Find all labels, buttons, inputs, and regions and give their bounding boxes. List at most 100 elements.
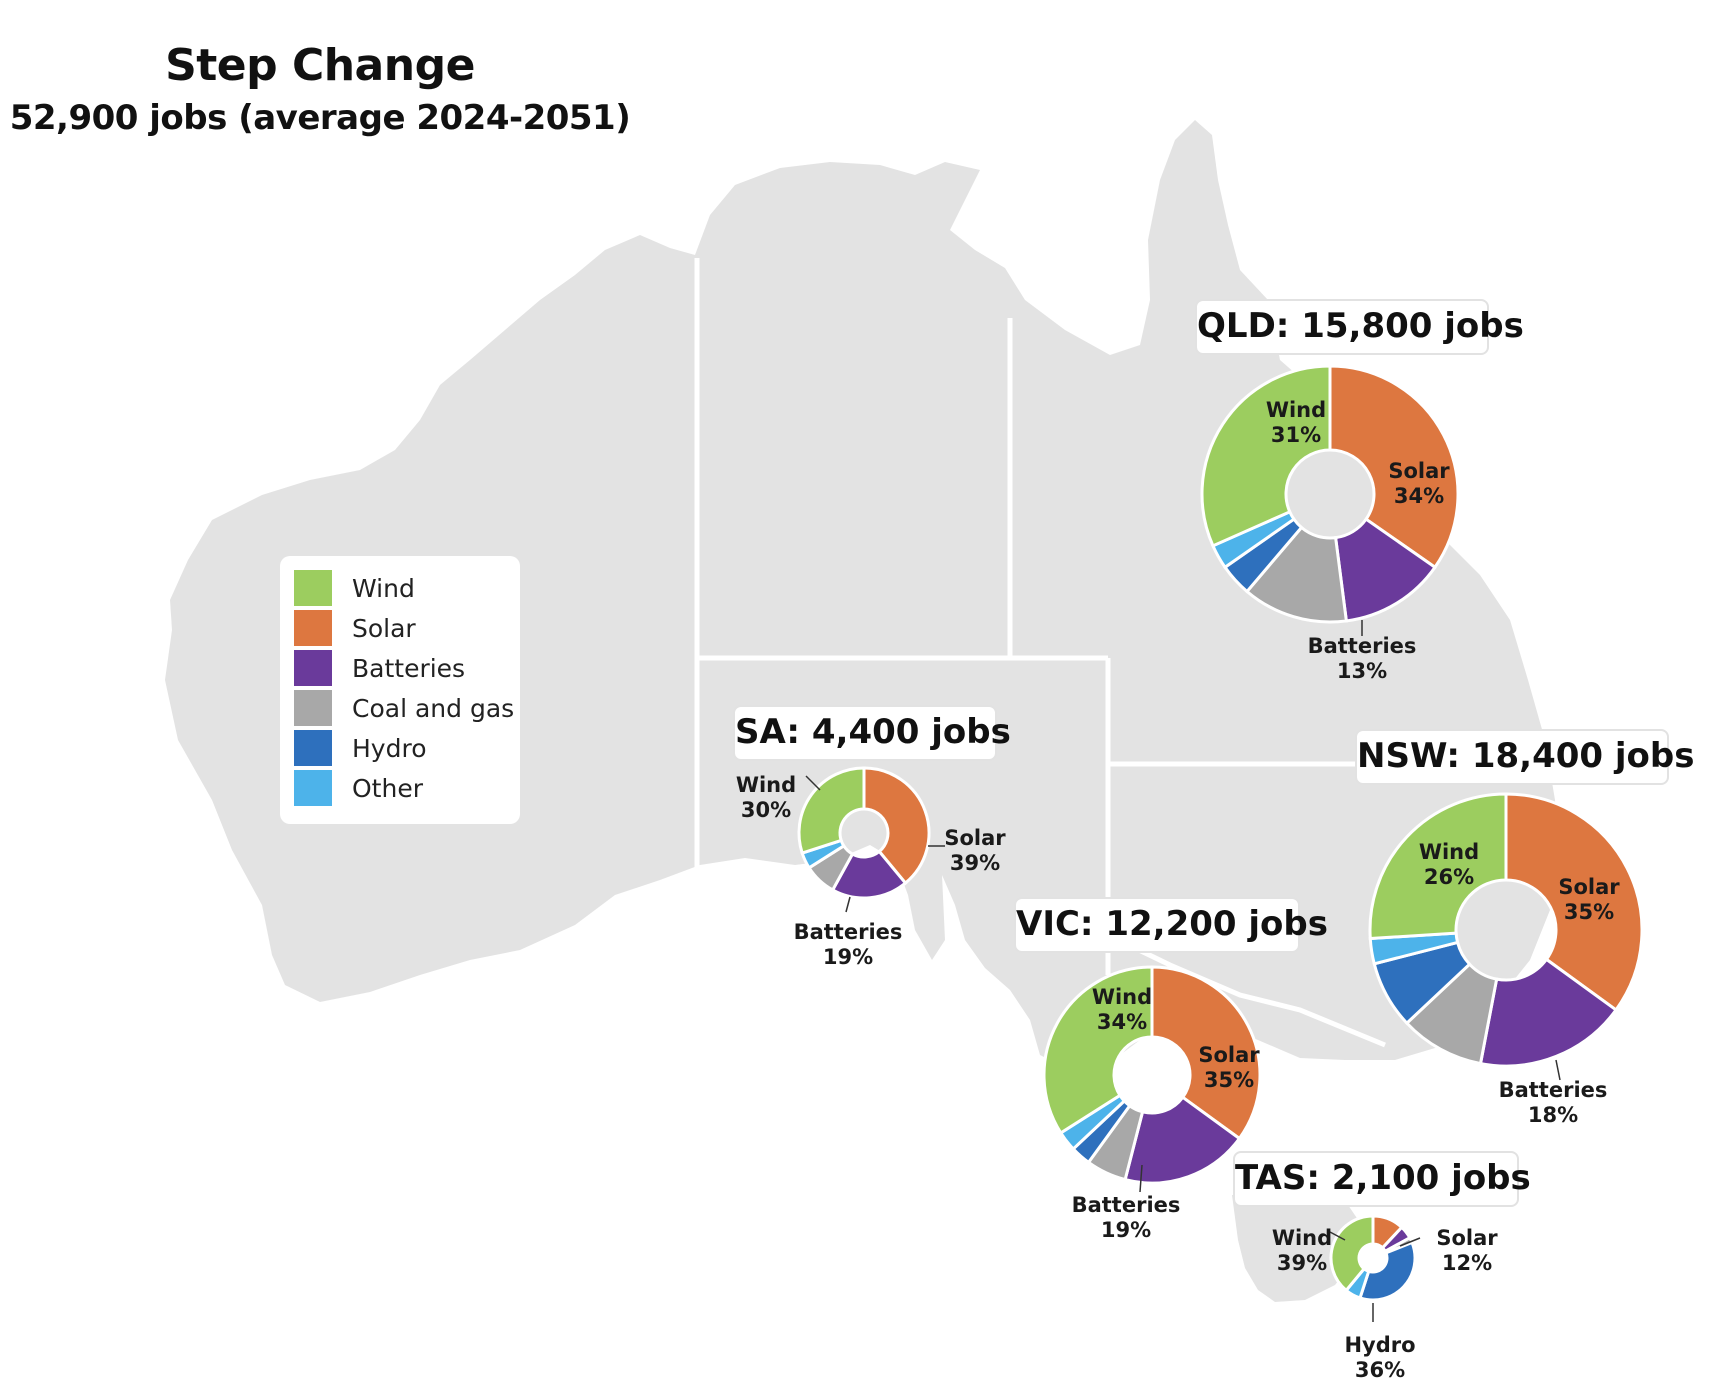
sa-batteries-value: 19% [822,945,874,969]
nsw-batteries-label: Batteries 18% [1498,1078,1608,1128]
pie-sa [797,766,931,900]
state-borders [694,258,1520,1048]
pie-tas-slice-hydro [1358,1240,1417,1302]
qld-batteries-label: Batteries 13% [1307,634,1417,684]
nsw-solar-label: Solar 35% [1554,875,1624,925]
vic-batteries-name: Batteries [1071,1193,1181,1217]
sa-solar-label: Solar 39% [940,826,1010,876]
pie-vic-slice-batteries [1123,1095,1242,1185]
pie-sa-slice-wind [797,766,866,855]
pie-nsw [1368,792,1644,1068]
legend-label-hydro: Hydro [352,733,427,763]
sa-wind-value: 30% [740,798,792,822]
qld-solar-name: Solar [1388,459,1450,483]
tasmania [1232,1195,1365,1302]
legend-item-solar: Solar [294,610,416,646]
legend: Wind Solar Batteries Coal and gas Hydro … [280,556,520,824]
qld-batteries-name: Batteries [1307,634,1417,658]
legend-swatch-solar [294,610,332,646]
legend-swatch-other [294,770,332,806]
legend-label-wind: Wind [352,573,415,603]
vic-solar-label: Solar 35% [1194,1043,1264,1093]
region-label-tas: TAS: 2,100 jobs [1233,1151,1531,1207]
nsw-wind-value: 26% [1423,865,1475,889]
legend-item-coal-and-gas: Coal and gas [294,690,514,726]
sa-solar-name: Solar [944,826,1006,850]
pie-tas [1329,1214,1417,1302]
legend-item-other: Other [294,770,423,806]
tas-wind-label: Wind 39% [1268,1226,1336,1276]
legend-swatch-batteries [294,650,332,686]
region-label-qld: QLD: 15,800 jobs [1195,299,1524,355]
pie-sa-slice-solar [862,766,931,886]
leader-line-sa-0 [805,775,821,791]
leader-lines [805,620,1561,1322]
leader-line-nsw-batteries [1555,1059,1561,1081]
vic-batteries-value: 19% [1100,1218,1152,1242]
tas-hydro-value: 36% [1354,1358,1406,1382]
nsw-wind-label: Wind 26% [1415,840,1483,890]
map-land [165,120,1560,1302]
qld-batteries-value: 13% [1336,659,1388,683]
sa-batteries-label: Batteries 19% [793,920,903,970]
sa-batteries-name: Batteries [793,920,903,944]
border-nsw-vic [1106,932,1386,1048]
mainland-australia [165,120,1560,1075]
nsw-batteries-name: Batteries [1498,1078,1608,1102]
leader-line-vic-0 [1139,1164,1143,1193]
qld-wind-value: 31% [1270,423,1322,447]
legend-item-hydro: Hydro [294,730,427,766]
pie-nsw-slice-solar [1504,792,1644,1013]
pie-nsw-slice-wind [1368,792,1508,941]
sa-wind-label: Wind 30% [732,773,800,823]
legend-swatch-wind [294,570,332,606]
pie-tas-slice-wind [1329,1214,1375,1293]
pie-qld-slice-solar [1328,364,1460,570]
chart-subtitle: 52,900 jobs (average 2024-2051) [9,98,631,138]
leader-line-tas-1 [1399,1237,1421,1247]
qld-wind-name: Wind [1265,398,1327,422]
legend-label-batteries: Batteries [352,653,466,683]
legend-swatch-hydro [294,730,332,766]
tas-solar-value: 12% [1441,1251,1493,1275]
vic-wind-label: Wind 34% [1088,985,1156,1035]
region-label-sa: SA: 4,400 jobs [733,705,1011,761]
legend-item-wind: Wind [294,570,415,606]
pie-vic [1042,965,1262,1185]
sa-wind-name: Wind [735,773,797,797]
sa-solar-value: 39% [949,851,1001,875]
nsw-solar-name: Solar [1558,875,1620,899]
vic-wind-value: 34% [1096,1010,1148,1034]
tas-solar-label: Solar 12% [1432,1226,1502,1276]
pie-qld [1200,364,1460,624]
legend-swatch-coal-and-gas [294,690,332,726]
title-block: Step Change 52,900 jobs (average 2024-20… [0,38,640,142]
pie-vic-slice-solar [1150,965,1262,1141]
pie-vic-slice-wind [1042,965,1154,1135]
qld-solar-value: 34% [1393,484,1445,508]
legend-label-coal-and-gas: Coal and gas [352,693,515,723]
tas-solar-name: Solar [1436,1226,1498,1250]
legend-label-other: Other [352,773,423,803]
pie-qld-slice-batteries [1333,517,1438,623]
nsw-wind-name: Wind [1418,840,1480,864]
chart-title: Step Change [165,40,475,91]
legend-item-batteries: Batteries [294,650,465,686]
pie-qld-slice-wind [1200,364,1332,548]
vic-solar-name: Solar [1198,1043,1260,1067]
tas-hydro-name: Hydro [1344,1333,1416,1357]
nsw-batteries-value: 18% [1527,1103,1579,1127]
pie-charts [797,364,1644,1302]
tas-wind-value: 39% [1276,1251,1328,1275]
vic-batteries-label: Batteries 19% [1071,1193,1181,1243]
vic-wind-name: Wind [1091,985,1153,1009]
nsw-solar-value: 35% [1563,900,1615,924]
region-label-vic: VIC: 12,200 jobs [1014,897,1328,953]
leader-line-sa-2 [845,896,851,913]
qld-wind-label: Wind 31% [1262,398,1330,448]
tas-hydro-label: Hydro 36% [1340,1333,1420,1383]
vic-solar-value: 35% [1203,1068,1255,1092]
region-label-nsw: NSW: 18,400 jobs [1355,729,1694,785]
qld-solar-label: Solar 34% [1384,459,1454,509]
